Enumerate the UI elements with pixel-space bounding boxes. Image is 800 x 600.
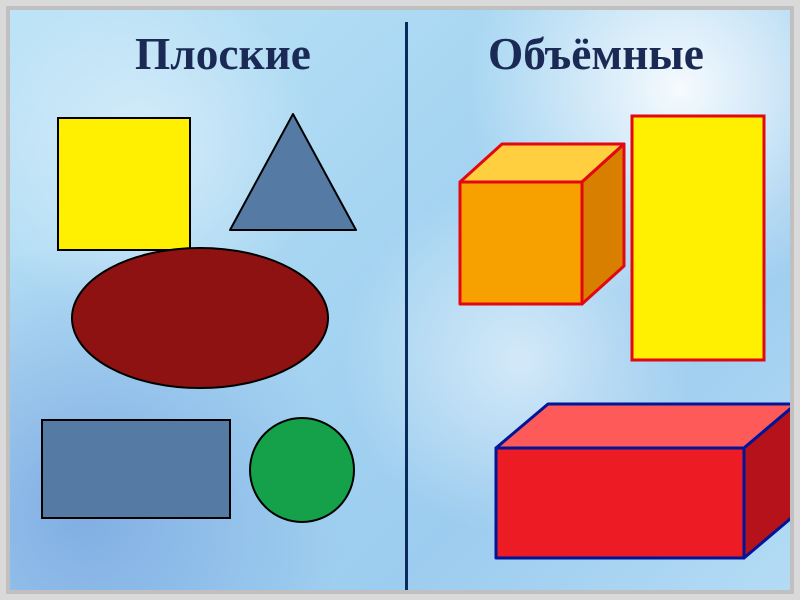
flat-ellipse: [72, 248, 328, 388]
cube-front: [460, 182, 582, 304]
flat-circle: [250, 418, 354, 522]
wide-prism-front: [496, 448, 744, 558]
diagram-canvas: Плоские Объёмные: [0, 0, 800, 600]
tall-prism: [632, 116, 764, 360]
shape-layer: [0, 0, 800, 600]
flat-rectangle: [42, 420, 230, 518]
flat-square: [58, 118, 190, 250]
flat-triangle: [230, 114, 356, 230]
